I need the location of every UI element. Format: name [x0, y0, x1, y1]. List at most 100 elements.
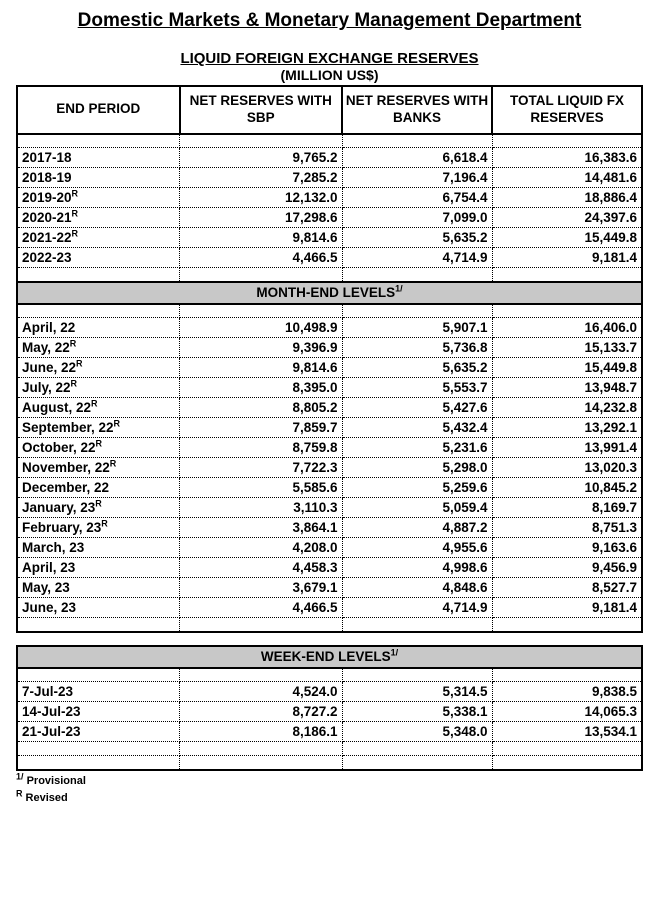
cell-period: January, 23R — [17, 498, 180, 518]
cell-period: May, 22R — [17, 338, 180, 358]
footnote-provisional-sup: 1/ — [16, 771, 24, 781]
cell-total: 8,751.3 — [492, 518, 642, 538]
cell-period: December, 22 — [17, 478, 180, 498]
cell-total: 13,292.1 — [492, 418, 642, 438]
cell-banks: 4,887.2 — [342, 518, 492, 538]
cell-total: 14,481.6 — [492, 168, 642, 188]
cell-period: February, 23R — [17, 518, 180, 538]
footnotes: 1/ Provisional R Revised — [16, 773, 643, 808]
week-section-sup: 1/ — [391, 648, 399, 658]
cell-sbp: 8,395.0 — [180, 378, 343, 398]
cell-period: April, 22 — [17, 318, 180, 338]
cell-banks: 5,635.2 — [342, 358, 492, 378]
cell-total: 13,991.4 — [492, 438, 642, 458]
cell-sbp: 9,814.6 — [180, 358, 343, 378]
cell-period: June, 22R — [17, 358, 180, 378]
cell-banks: 5,259.6 — [342, 478, 492, 498]
cell-banks: 4,848.6 — [342, 578, 492, 598]
cell-sbp: 7,285.2 — [180, 168, 343, 188]
cell-sbp: 3,679.1 — [180, 578, 343, 598]
table-row: April, 2210,498.95,907.116,406.0 — [17, 318, 642, 338]
cell-banks: 4,714.9 — [342, 248, 492, 268]
table-row: 2022-234,466.54,714.99,181.4 — [17, 248, 642, 268]
spacer-row — [17, 618, 642, 632]
spacer-row — [17, 304, 642, 318]
cell-total: 15,449.8 — [492, 358, 642, 378]
cell-period: September, 22R — [17, 418, 180, 438]
cell-sbp: 8,727.2 — [180, 702, 343, 722]
col-header-banks: NET RESERVES WITH BANKS — [342, 86, 492, 134]
cell-sbp: 17,298.6 — [180, 208, 343, 228]
cell-period: 2021-22R — [17, 228, 180, 248]
cell-sbp: 8,759.8 — [180, 438, 343, 458]
table-close — [17, 770, 642, 771]
cell-sbp: 5,585.6 — [180, 478, 343, 498]
cell-period: 2022-23 — [17, 248, 180, 268]
cell-sbp: 4,466.5 — [180, 598, 343, 618]
cell-total: 9,838.5 — [492, 682, 642, 702]
table-row: May, 233,679.14,848.68,527.7 — [17, 578, 642, 598]
cell-period: 2020-21R — [17, 208, 180, 228]
cell-banks: 5,338.1 — [342, 702, 492, 722]
cell-banks: 5,635.2 — [342, 228, 492, 248]
units-label: (MILLION US$) — [16, 67, 643, 83]
week-section-bar: WEEK-END LEVELS1/ — [17, 646, 642, 668]
reserves-table: END PERIOD NET RESERVES WITH SBP NET RES… — [16, 85, 643, 771]
cell-banks: 7,196.4 — [342, 168, 492, 188]
month-section-bar: MONTH-END LEVELS1/ — [17, 282, 642, 304]
spacer-row — [17, 742, 642, 756]
header-row: END PERIOD NET RESERVES WITH SBP NET RES… — [17, 86, 642, 134]
cell-sbp: 8,805.2 — [180, 398, 343, 418]
cell-period: October, 22R — [17, 438, 180, 458]
department-title: Domestic Markets & Monetary Management D… — [16, 10, 643, 32]
table-row: June, 234,466.54,714.99,181.4 — [17, 598, 642, 618]
table-row: November, 22R7,722.35,298.013,020.3 — [17, 458, 642, 478]
cell-total: 13,948.7 — [492, 378, 642, 398]
cell-period: August, 22R — [17, 398, 180, 418]
cell-banks: 4,714.9 — [342, 598, 492, 618]
cell-banks: 5,736.8 — [342, 338, 492, 358]
cell-total: 15,133.7 — [492, 338, 642, 358]
cell-banks: 6,618.4 — [342, 148, 492, 168]
cell-sbp: 7,859.7 — [180, 418, 343, 438]
week-section-title: WEEK-END LEVELS — [261, 649, 391, 664]
cell-period: April, 23 — [17, 558, 180, 578]
cell-sbp: 4,458.3 — [180, 558, 343, 578]
cell-period: November, 22R — [17, 458, 180, 478]
table-row: 2018-197,285.27,196.414,481.6 — [17, 168, 642, 188]
cell-sbp: 7,722.3 — [180, 458, 343, 478]
table-row: 2017-189,765.26,618.416,383.6 — [17, 148, 642, 168]
table-row: January, 23R3,110.35,059.48,169.7 — [17, 498, 642, 518]
table-row: July, 22R8,395.05,553.713,948.7 — [17, 378, 642, 398]
cell-total: 14,232.8 — [492, 398, 642, 418]
table-row: June, 22R9,814.65,635.215,449.8 — [17, 358, 642, 378]
cell-total: 9,456.9 — [492, 558, 642, 578]
table-row: March, 234,208.04,955.69,163.6 — [17, 538, 642, 558]
cell-banks: 5,298.0 — [342, 458, 492, 478]
cell-banks: 5,314.5 — [342, 682, 492, 702]
cell-sbp: 10,498.9 — [180, 318, 343, 338]
table-row: 21-Jul-238,186.15,348.013,534.1 — [17, 722, 642, 742]
cell-sbp: 12,132.0 — [180, 188, 343, 208]
cell-period: 7-Jul-23 — [17, 682, 180, 702]
cell-sbp: 4,208.0 — [180, 538, 343, 558]
table-row: 14-Jul-238,727.25,338.114,065.3 — [17, 702, 642, 722]
cell-total: 24,397.6 — [492, 208, 642, 228]
cell-banks: 5,432.4 — [342, 418, 492, 438]
cell-banks: 6,754.4 — [342, 188, 492, 208]
col-header-total: TOTAL LIQUID FX RESERVES — [492, 86, 642, 134]
cell-banks: 5,231.6 — [342, 438, 492, 458]
cell-total: 9,163.6 — [492, 538, 642, 558]
cell-banks: 5,553.7 — [342, 378, 492, 398]
spacer-row — [17, 268, 642, 282]
cell-total: 15,449.8 — [492, 228, 642, 248]
cell-period: 2018-19 — [17, 168, 180, 188]
cell-total: 13,020.3 — [492, 458, 642, 478]
table-row: May, 22R9,396.95,736.815,133.7 — [17, 338, 642, 358]
table-row: September, 22R7,859.75,432.413,292.1 — [17, 418, 642, 438]
cell-sbp: 8,186.1 — [180, 722, 343, 742]
cell-banks: 5,348.0 — [342, 722, 492, 742]
month-section-title: MONTH-END LEVELS — [256, 285, 395, 300]
cell-total: 9,181.4 — [492, 598, 642, 618]
footnote-revised: Revised — [23, 792, 68, 804]
